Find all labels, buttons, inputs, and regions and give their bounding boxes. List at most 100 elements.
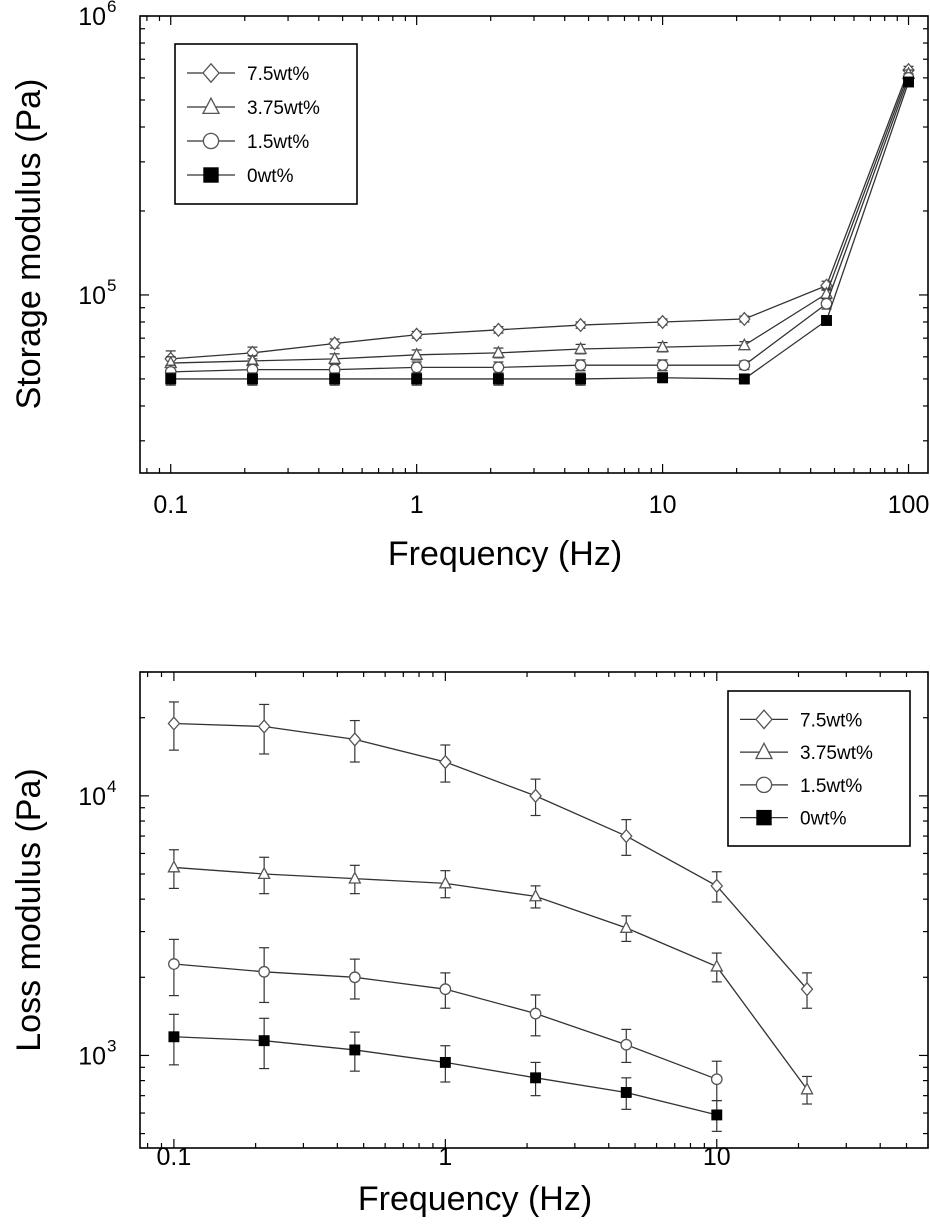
data-point xyxy=(903,76,914,88)
data-point xyxy=(258,965,271,978)
series-circle xyxy=(164,72,915,380)
data-point xyxy=(328,336,342,351)
x-tick-label: 1 xyxy=(438,1143,452,1171)
x-tick-label: 10 xyxy=(649,491,677,519)
series-diamond xyxy=(164,62,915,368)
legend-marker xyxy=(202,62,220,84)
series-line xyxy=(173,722,808,990)
data-point xyxy=(619,920,633,933)
legend-marker xyxy=(754,741,774,760)
data-point xyxy=(737,337,751,351)
data-point xyxy=(529,888,543,902)
y-axis-title: Loss modulus (Pa) xyxy=(10,768,48,1051)
data-point xyxy=(329,373,341,385)
legend-marker xyxy=(201,96,221,115)
y-tick-label: 10 xyxy=(78,282,106,310)
series-line xyxy=(170,73,910,364)
data-point xyxy=(737,311,751,327)
x-tick-label: 10 xyxy=(703,1143,731,1171)
data-point xyxy=(710,959,724,972)
y-tick-exponent: 3 xyxy=(107,1036,116,1055)
y-tick-exponent: 4 xyxy=(107,777,116,796)
data-point xyxy=(438,754,452,770)
data-point xyxy=(530,1072,542,1084)
data-point xyxy=(438,875,452,889)
data-point xyxy=(738,373,750,385)
data-point xyxy=(574,341,588,355)
legend-label: 1.5wt% xyxy=(247,132,309,153)
data-point xyxy=(820,297,833,310)
data-point xyxy=(575,373,587,385)
data-point xyxy=(258,1035,270,1047)
series-line xyxy=(170,81,910,380)
x-axis-title: Frequency (Hz) xyxy=(388,535,622,573)
data-point xyxy=(491,345,505,358)
data-point xyxy=(165,373,177,385)
data-point xyxy=(710,1073,723,1086)
data-point xyxy=(257,866,271,880)
data-point xyxy=(800,1081,814,1095)
data-point xyxy=(529,1007,542,1020)
legend-marker xyxy=(755,776,773,794)
data-point xyxy=(410,327,424,343)
data-point xyxy=(328,351,342,364)
data-point xyxy=(492,322,505,338)
data-point xyxy=(168,1031,180,1043)
series-circle xyxy=(168,938,723,1102)
data-point xyxy=(439,983,452,996)
y-tick-exponent: 6 xyxy=(107,0,116,16)
data-point xyxy=(348,871,362,884)
legend-marker xyxy=(203,167,219,183)
x-tick-label: 100 xyxy=(888,491,930,519)
data-point xyxy=(800,981,814,997)
legend-label: 7.5wt% xyxy=(247,64,309,85)
plot-frame xyxy=(139,671,929,1149)
data-point xyxy=(711,1109,723,1121)
legend-label: 0wt% xyxy=(800,809,847,830)
data-point xyxy=(657,372,669,384)
x-tick-label: 0.1 xyxy=(157,1143,192,1171)
legend-marker xyxy=(202,132,220,150)
x-tick-label: 1 xyxy=(410,491,424,519)
data-point xyxy=(619,828,633,844)
legend-marker xyxy=(756,809,772,826)
data-point xyxy=(410,361,423,374)
data-point xyxy=(574,317,587,333)
series-triangle xyxy=(167,849,814,1105)
data-point xyxy=(529,788,542,804)
data-point xyxy=(620,1038,633,1051)
data-point xyxy=(656,339,670,353)
data-point xyxy=(821,315,832,326)
data-point xyxy=(348,732,362,747)
data-point xyxy=(439,1056,451,1068)
series-square xyxy=(168,1013,723,1132)
series-square xyxy=(165,76,914,386)
data-point xyxy=(247,373,258,385)
legend-label: 1.5wt% xyxy=(800,776,862,797)
data-point xyxy=(168,958,180,970)
data-point xyxy=(411,373,423,385)
y-tick-label: 10 xyxy=(78,3,106,31)
data-point xyxy=(738,359,751,372)
legend-label: 3.75wt% xyxy=(800,743,873,764)
data-point xyxy=(492,373,504,385)
data-point xyxy=(656,359,669,372)
series-line xyxy=(170,77,910,373)
legend-label: 3.75wt% xyxy=(247,98,320,119)
data-point xyxy=(257,719,271,734)
y-tick-label: 10 xyxy=(78,783,106,811)
data-point xyxy=(348,971,361,984)
data-point xyxy=(492,361,505,374)
data-point xyxy=(710,878,724,894)
data-point xyxy=(574,359,587,372)
series-line xyxy=(170,69,910,360)
legend-label: 0wt% xyxy=(247,166,294,187)
data-point xyxy=(620,1087,632,1098)
x-tick-label: 0.1 xyxy=(153,491,188,519)
data-point xyxy=(167,716,181,731)
y-tick-label: 10 xyxy=(78,1042,106,1070)
data-point xyxy=(656,314,669,330)
series-line xyxy=(173,866,808,1090)
